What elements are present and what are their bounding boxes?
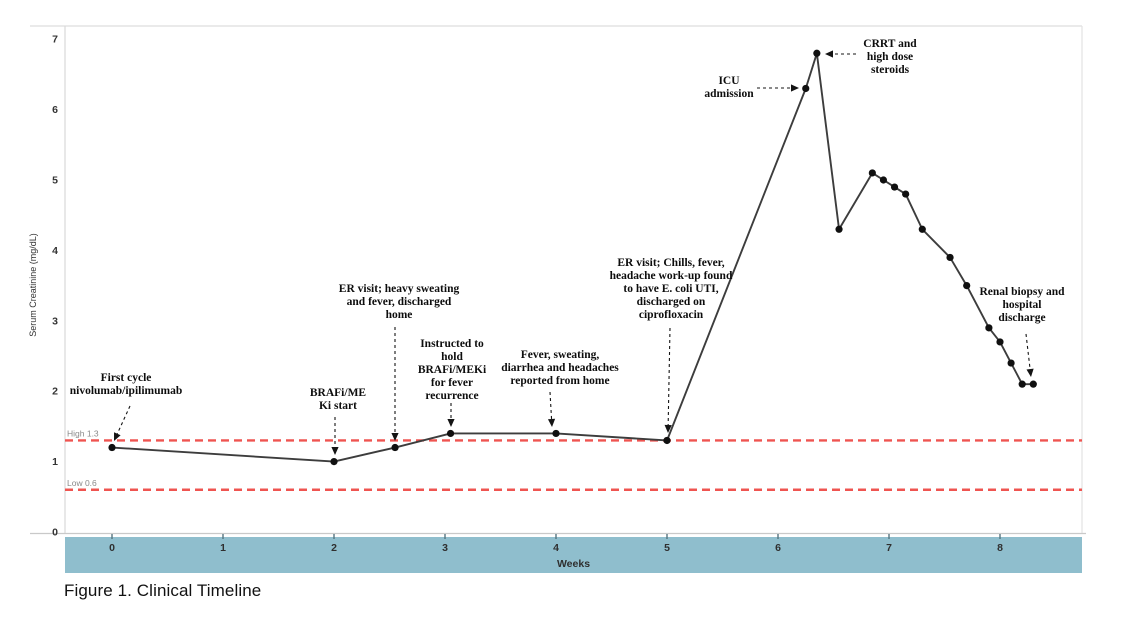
annotation-text: for fever xyxy=(431,377,473,389)
data-point xyxy=(868,169,876,177)
data-point xyxy=(391,443,399,452)
y-tick-label: 4 xyxy=(52,245,58,257)
reference-line-label: High 1.3 xyxy=(67,428,99,438)
annotation-text: home xyxy=(386,309,413,321)
data-point xyxy=(996,338,1004,346)
chart-canvas: 0 1 2 3 4 5 6 7 8 Weeks 0 1 2 3 4 5 6 7 Serum Creatinine (… xyxy=(28,25,1086,573)
annotation-text: First cycle xyxy=(101,372,152,384)
annotation-arrow-head xyxy=(825,50,833,58)
y-tick-label: 0 xyxy=(52,527,58,539)
annotation-arrow-head xyxy=(791,84,799,92)
annotation-text: nivolumab/ipilimumab xyxy=(70,385,182,397)
annotation-text: to have E. coli UTI, xyxy=(623,283,718,295)
annotation-fever-home: Fever, sweating,diarrhea and headachesre… xyxy=(501,349,619,427)
y-tick-label: 2 xyxy=(52,386,58,398)
y-tick-label: 1 xyxy=(52,456,58,468)
annotation-text: hospital xyxy=(1003,299,1042,311)
annotation-text: Renal biopsy and xyxy=(979,286,1065,298)
data-point xyxy=(813,49,821,57)
annotation-text: admission xyxy=(704,88,754,100)
annotation-text: hold xyxy=(441,351,463,363)
y-tick-label: 3 xyxy=(52,315,58,327)
annotation-arrow-shaft xyxy=(549,391,553,421)
x-tick-label: 0 xyxy=(109,542,115,554)
data-point xyxy=(1007,359,1015,367)
annotation-text: and fever, discharged xyxy=(347,296,452,308)
annotation-text: ciprofloxacin xyxy=(639,309,704,321)
x-tick-label: 2 xyxy=(331,542,337,554)
x-tick-label: 5 xyxy=(664,542,670,554)
data-point xyxy=(802,84,810,93)
x-tick-label: 1 xyxy=(220,542,226,554)
data-point xyxy=(835,225,843,233)
annotation-arrow-shaft xyxy=(1025,333,1031,371)
data-point xyxy=(918,225,926,233)
annotation-text: steroids xyxy=(871,64,910,76)
annotation-arrow-head xyxy=(547,418,556,427)
data-point xyxy=(108,443,116,452)
data-point xyxy=(330,458,338,466)
data-point xyxy=(1018,380,1026,388)
y-tick-label: 6 xyxy=(52,104,58,116)
annotation-arrow-head xyxy=(114,432,121,441)
annotation-text: discharge xyxy=(998,312,1045,324)
annotation-text: ICU xyxy=(718,75,740,87)
reference-line-label: Low 0.6 xyxy=(67,478,97,488)
annotation-text: headache work-up found xyxy=(610,270,733,282)
annotation-text: CRRT and xyxy=(863,38,917,50)
x-tick-label: 6 xyxy=(775,542,781,554)
annotation-text: high dose xyxy=(867,51,913,63)
x-axis-title: Weeks xyxy=(557,558,590,570)
creatinine-line xyxy=(111,52,1034,463)
annotation-text: reported from home xyxy=(510,375,609,387)
annotation-text: recurrence xyxy=(425,390,478,402)
annotation-text: Ki start xyxy=(319,400,357,412)
annotation-text: ER visit; Chills, fever, xyxy=(617,257,724,269)
annotation-arrow-head xyxy=(664,424,672,433)
y-axis-title: Serum Creatinine (mg/dL) xyxy=(28,233,38,337)
data-point xyxy=(890,183,899,191)
annotation-text: discharged on xyxy=(637,296,706,308)
annotation-brafi-start: BRAFi/MEKi start xyxy=(310,387,367,455)
data-point xyxy=(985,324,993,332)
data-point xyxy=(446,429,455,438)
annotation-arrow-head xyxy=(1026,368,1034,377)
annotation-text: diarrhea and headaches xyxy=(501,362,619,374)
x-tick-label: 8 xyxy=(997,542,1003,554)
annotation-er-visit-2: ER visit; Chills, fever,headache work-up… xyxy=(610,257,733,433)
annotation-arrow-shaft xyxy=(116,405,131,435)
data-point xyxy=(663,436,671,445)
figure-caption: Figure 1. Clinical Timeline xyxy=(64,581,262,600)
y-tick-label: 7 xyxy=(52,34,58,46)
annotation-arrow-head xyxy=(331,447,339,455)
weeks-axis-band xyxy=(65,537,1082,573)
x-tick-label: 3 xyxy=(442,542,448,554)
x-tick-label: 4 xyxy=(553,542,559,554)
annotation-arrow-head xyxy=(391,433,399,441)
x-tick-label: 7 xyxy=(886,542,892,554)
data-point xyxy=(946,253,954,262)
y-tick-label: 5 xyxy=(52,175,58,187)
data-point xyxy=(879,176,888,184)
data-point xyxy=(552,429,560,438)
annotation-text: Instructed to xyxy=(420,338,484,350)
annotation-arrow-shaft xyxy=(667,327,671,427)
data-point xyxy=(1029,380,1037,388)
annotation-arrow-head xyxy=(447,419,455,427)
data-point xyxy=(902,190,910,198)
annotation-text: ER visit; heavy sweating xyxy=(339,283,460,295)
annotation-text: Fever, sweating, xyxy=(521,349,600,361)
data-point xyxy=(963,282,971,290)
clinical-timeline-chart: 0 1 2 3 4 5 6 7 8 Weeks 0 1 2 3 4 5 6 7 Serum Creatinine (… xyxy=(28,25,1086,573)
annotation-text: BRAFi/ME xyxy=(310,387,367,399)
annotation-text: BRAFi/MEKi xyxy=(418,364,487,376)
